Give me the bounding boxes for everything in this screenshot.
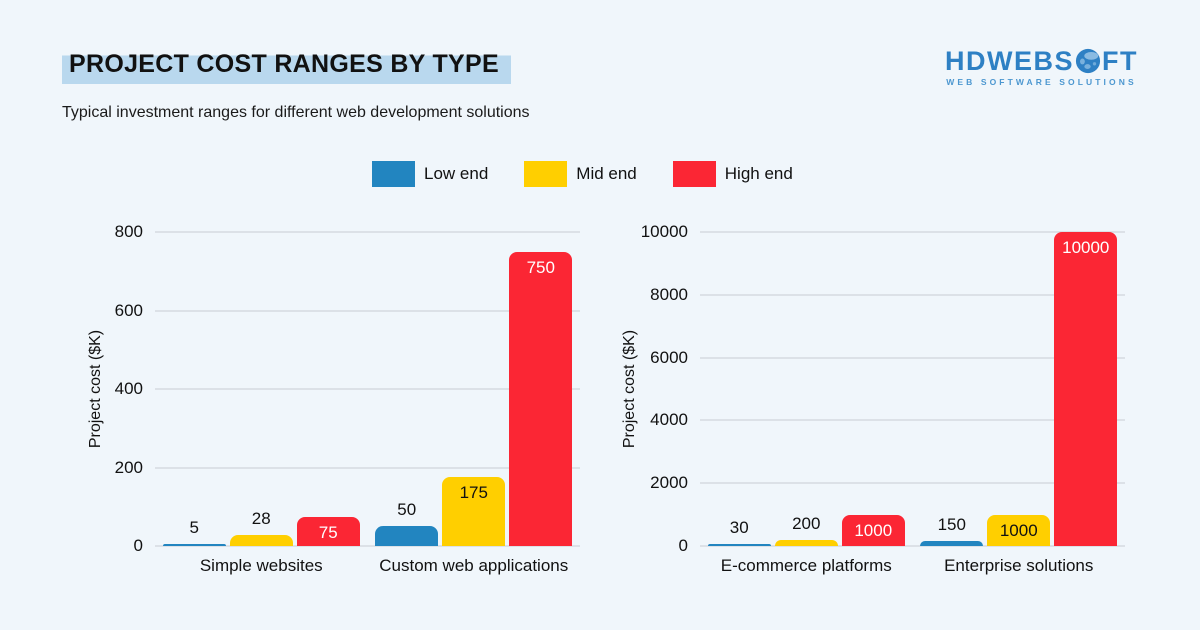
page-title-text: PROJECT COST RANGES BY TYPE: [62, 50, 511, 84]
bar-value-label: 30: [729, 518, 749, 537]
gridline: [155, 466, 580, 469]
bar: [1054, 232, 1118, 546]
y-tick-label: 2000: [650, 473, 688, 493]
legend-swatch: [372, 161, 415, 187]
bar-value-label: 50: [397, 500, 417, 519]
category-label: Custom web applications: [379, 556, 569, 575]
y-axis-title: Project cost ($K): [621, 329, 638, 449]
bar-value-label: 75: [318, 523, 338, 542]
bar: [162, 544, 226, 546]
y-tick-label: 800: [114, 222, 143, 241]
bar-value-label: 150: [937, 515, 966, 534]
bar-value-label: 1000: [999, 521, 1038, 540]
gridline: [700, 419, 1125, 422]
chart-legend: Low end Mid end High end: [372, 161, 793, 187]
right-bar-chart: 0 2000 4000 6000 8000 10000 Project cost ($K) E…: [621, 222, 1125, 575]
gridline: [155, 545, 580, 547]
bar-value-label: 10000: [1062, 238, 1110, 257]
gridline: [155, 231, 580, 233]
logo-text-after: FT: [1102, 46, 1138, 76]
gridline: [700, 231, 1125, 233]
left-bar-chart: 0 200 400 600 800 Project cost ($K) Simple web…: [87, 222, 580, 575]
logo-text-before: HDWEBS: [945, 46, 1074, 76]
bar-value-label: 750: [526, 258, 555, 277]
globe-icon: [1075, 48, 1101, 74]
bar: [841, 515, 905, 546]
y-tick-label: 10000: [640, 222, 688, 241]
gridline: [155, 309, 580, 312]
y-axis-title: Project cost ($K): [87, 329, 104, 449]
legend-item: Low end: [372, 161, 488, 187]
y-tick-label: 4000: [650, 410, 688, 430]
bar: [920, 541, 984, 546]
bar: [296, 517, 360, 546]
gridline: [700, 482, 1125, 485]
bar-value-label: 5: [189, 518, 199, 537]
y-tick-label: 600: [114, 300, 143, 320]
gridline: [700, 545, 1125, 547]
y-tick-label: 200: [114, 457, 143, 477]
y-tick-label: 0: [133, 536, 143, 555]
gridline: [700, 293, 1125, 296]
legend-label: High end: [724, 164, 793, 183]
legend-item: High end: [672, 161, 793, 187]
bar: [707, 544, 771, 546]
bar: [229, 535, 293, 546]
y-tick-label: 0: [678, 536, 688, 555]
bar: [774, 540, 838, 546]
bar: [509, 252, 573, 546]
bar-value-label: 1000: [854, 521, 893, 540]
hdwebsoft-logo: HDWEBS FT WEB SOFTWARE SOLUTIONS: [945, 47, 1138, 87]
page-subtitle: Typical investment ranges for different …: [62, 104, 530, 121]
bar: [375, 526, 439, 546]
bar: [442, 477, 506, 546]
bar-value-label: 175: [459, 483, 488, 502]
y-tick-label: 6000: [650, 347, 688, 367]
legend-label: Low end: [424, 164, 489, 183]
bar-value-label: 28: [251, 509, 271, 528]
bar-value-label: 200: [792, 514, 821, 533]
category-label: Simple websites: [199, 556, 323, 575]
legend-item: Mid end: [524, 161, 637, 187]
category-label: E-commerce platforms: [720, 556, 892, 575]
category-label: Enterprise solutions: [944, 556, 1094, 575]
legend-swatch: [524, 161, 568, 187]
legend-swatch: [672, 161, 716, 187]
logo-wordmark: HDWEBS FT: [945, 47, 1138, 75]
y-tick-label: 8000: [650, 284, 688, 304]
gridline: [155, 388, 580, 390]
bar: [987, 515, 1051, 546]
logo-tagline: WEB SOFTWARE SOLUTIONS: [946, 77, 1137, 87]
page-title: PROJECT COST RANGES BY TYPE: [62, 50, 511, 84]
y-tick-label: 400: [114, 379, 143, 398]
gridline: [700, 356, 1125, 359]
legend-label: Mid end: [576, 164, 637, 183]
